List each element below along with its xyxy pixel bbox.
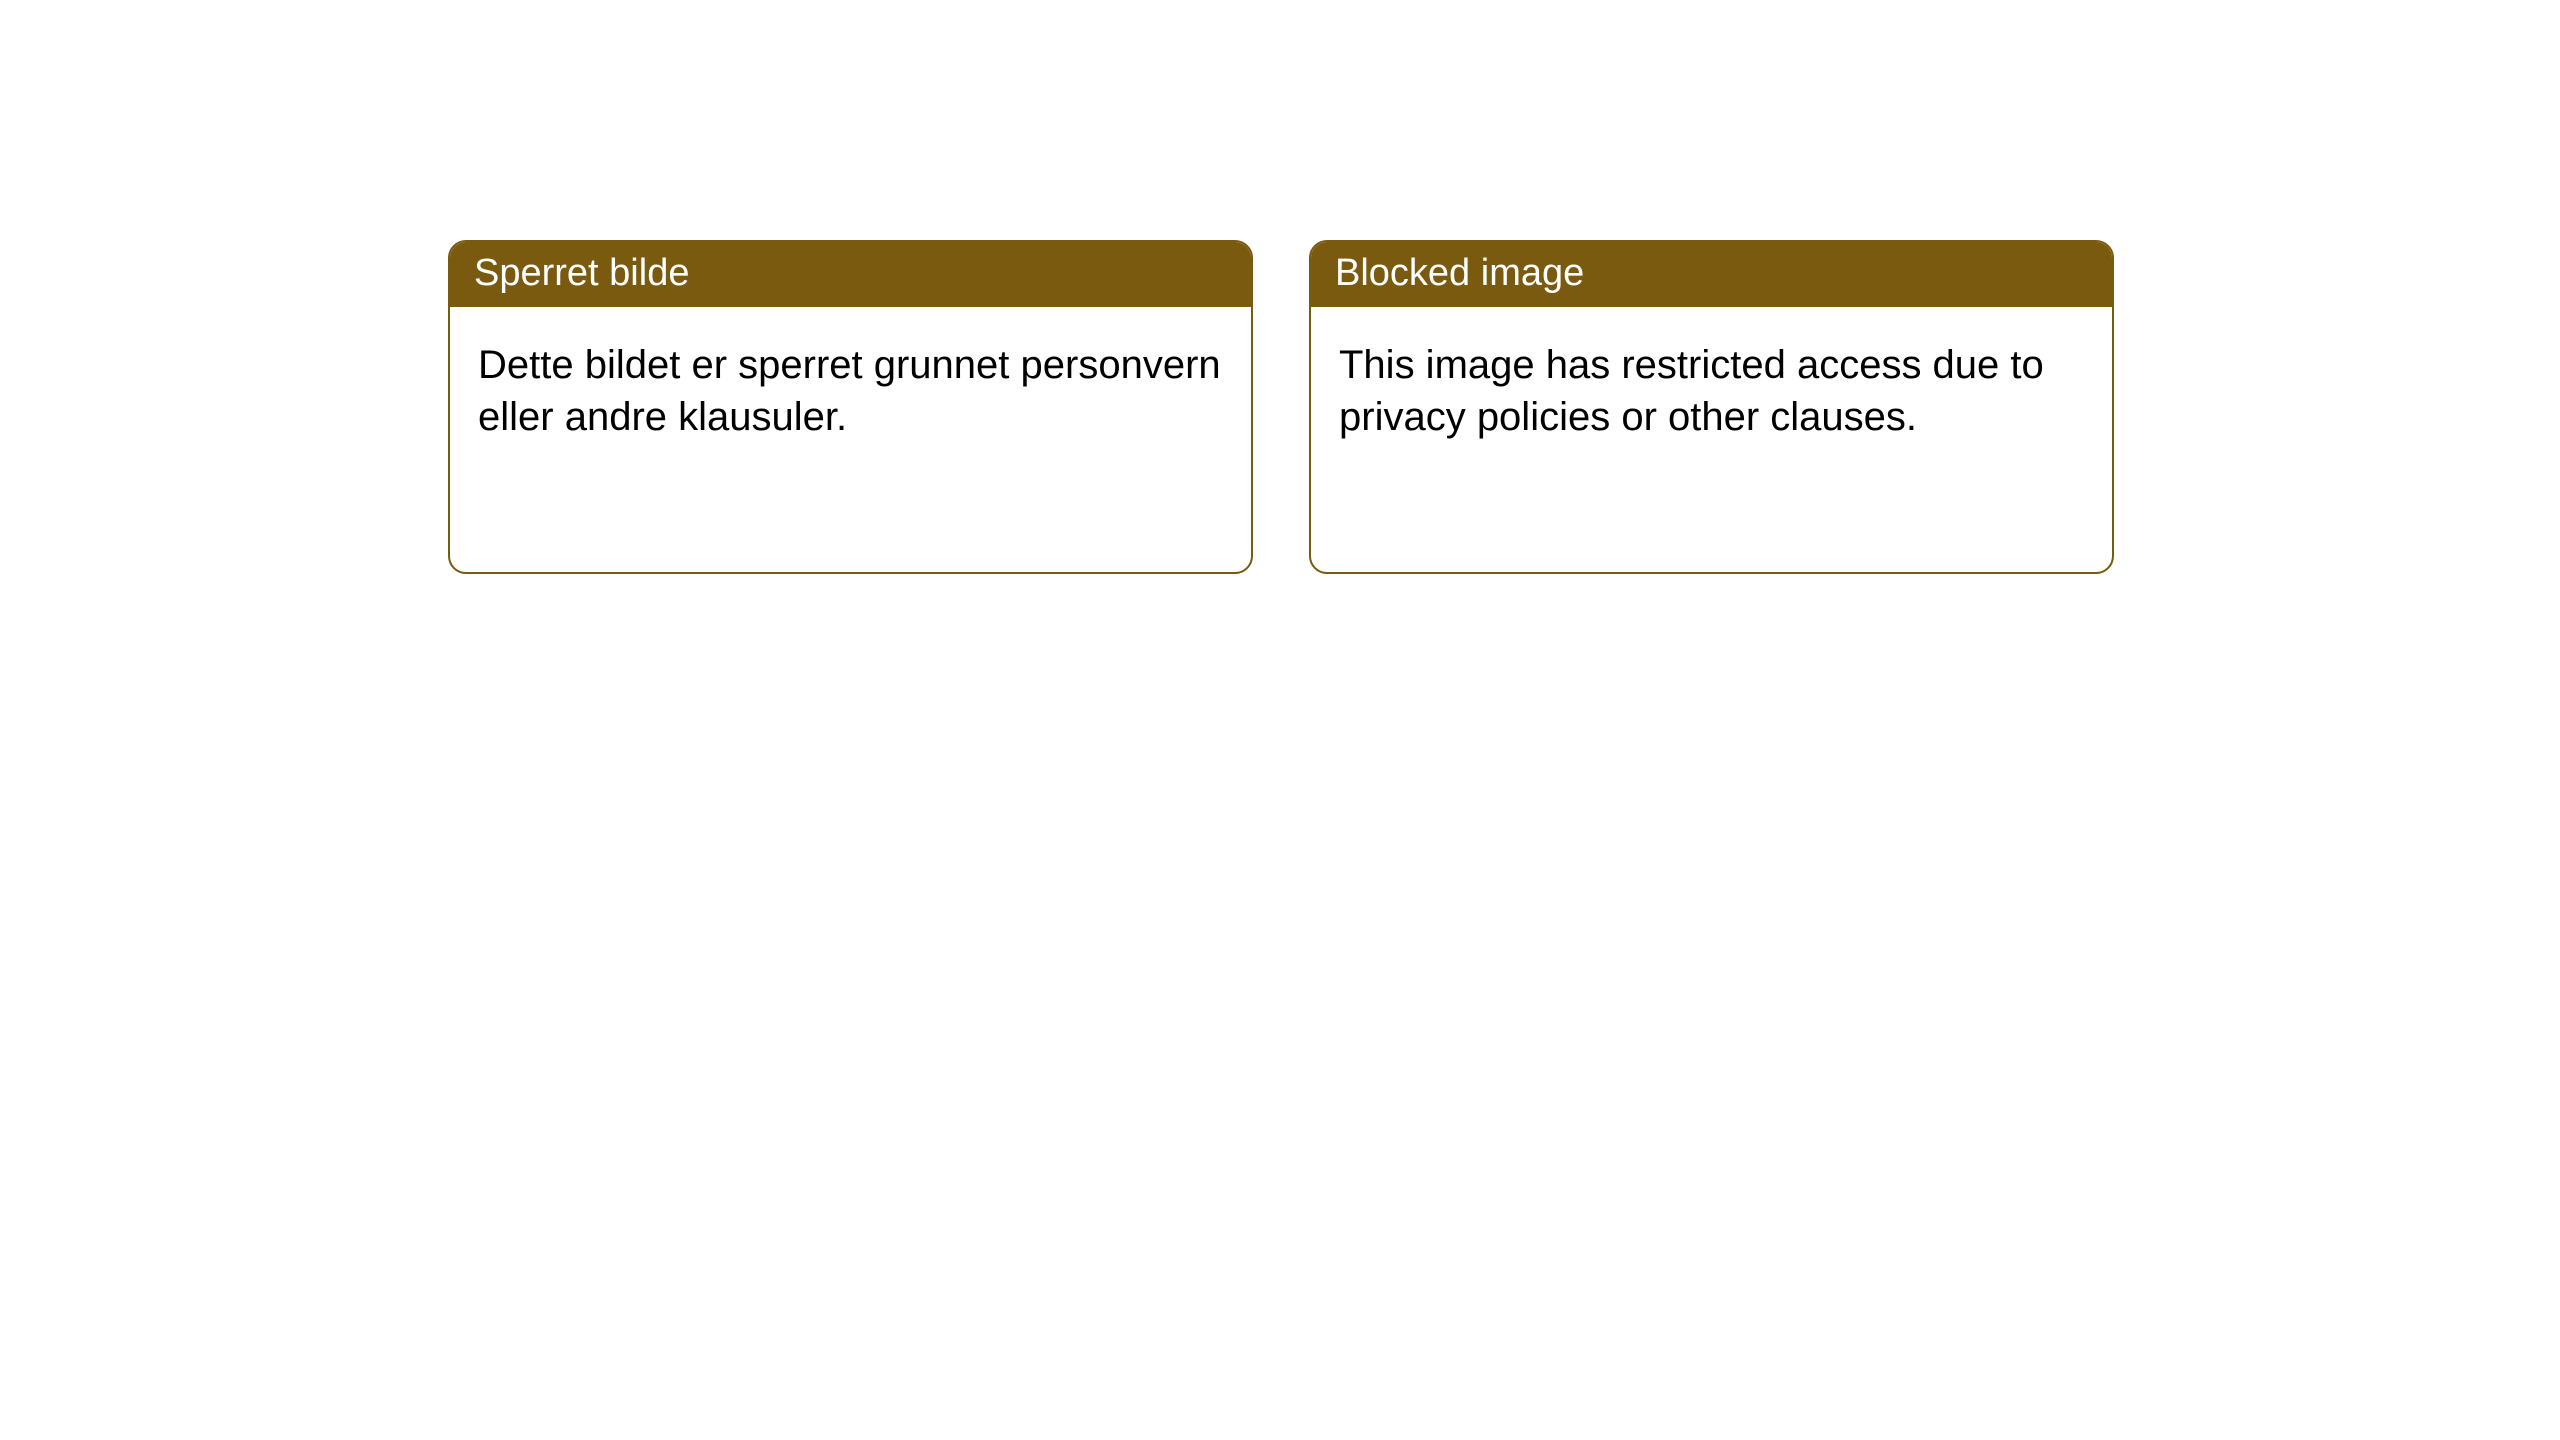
notice-card-text: Dette bildet er sperret grunnet personve… bbox=[478, 343, 1221, 439]
notice-card-header: Sperret bilde bbox=[450, 242, 1251, 307]
notice-card-header: Blocked image bbox=[1311, 242, 2112, 307]
notice-card-english: Blocked image This image has restricted … bbox=[1309, 240, 2114, 574]
notice-card-body: This image has restricted access due to … bbox=[1311, 307, 2112, 475]
notice-card-norwegian: Sperret bilde Dette bildet er sperret gr… bbox=[448, 240, 1253, 574]
notice-cards-container: Sperret bilde Dette bildet er sperret gr… bbox=[448, 240, 2114, 574]
notice-card-title: Sperret bilde bbox=[474, 252, 689, 294]
notice-card-title: Blocked image bbox=[1335, 252, 1584, 294]
notice-card-text: This image has restricted access due to … bbox=[1339, 343, 2044, 439]
notice-card-body: Dette bildet er sperret grunnet personve… bbox=[450, 307, 1251, 475]
